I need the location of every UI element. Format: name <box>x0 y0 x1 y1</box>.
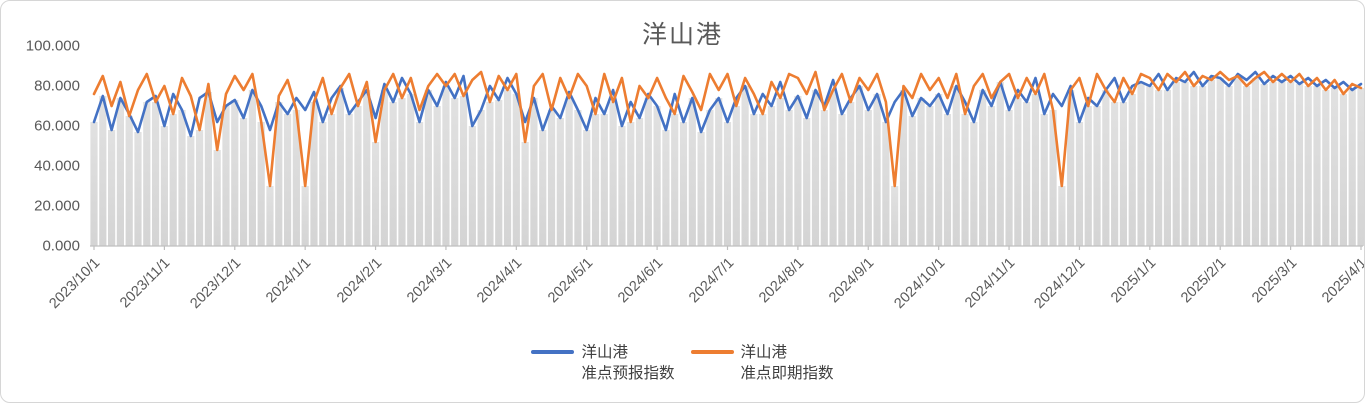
legend-forecast-line2: 准点预报指数 <box>581 365 675 382</box>
y-axis-label: 100.000 <box>25 37 80 55</box>
y-axis-label: 0.000 <box>42 237 80 255</box>
legend-item-forecast: 洋山港 准点预报指数 <box>531 342 675 384</box>
y-axis-label: 20.000 <box>34 197 80 215</box>
y-axis-label: 60.000 <box>34 117 80 135</box>
legend-item-spot: 洋山港 准点即期指数 <box>690 342 834 384</box>
legend-spot-line2: 准点即期指数 <box>740 365 834 382</box>
chart-title: 洋山港 <box>641 21 723 49</box>
legend: 洋山港 准点预报指数 洋山港 准点即期指数 <box>1 342 1364 384</box>
y-axis-label: 40.000 <box>34 157 80 175</box>
y-axis-label: 80.000 <box>34 77 80 95</box>
forecast-line-icon <box>531 350 575 354</box>
legend-spot-line1: 洋山港 <box>740 344 788 361</box>
spot-line-icon <box>690 350 734 354</box>
legend-forecast-line1: 洋山港 <box>581 344 628 361</box>
